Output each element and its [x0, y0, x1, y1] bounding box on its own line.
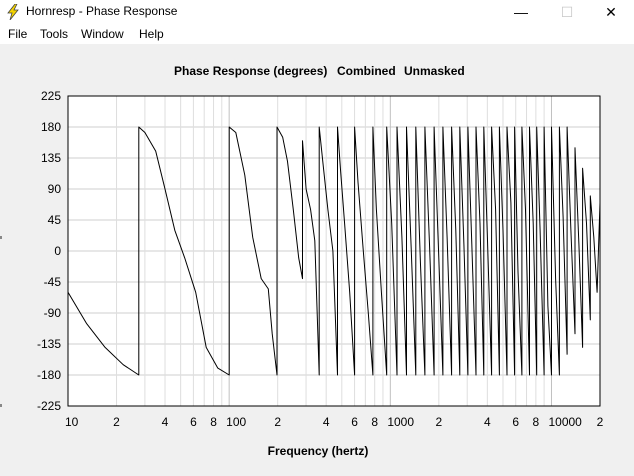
x-tick-label: 100 — [226, 415, 246, 429]
title-bar: Hornresp - Phase Response — ☐ ✕ — [0, 0, 634, 24]
x-tick-label: 10 — [65, 415, 79, 429]
menu-help[interactable]: Help — [139, 27, 164, 41]
maximize-button[interactable]: ☐ — [560, 4, 574, 20]
menu-bar: File Tools Window Help — [0, 24, 634, 44]
chart-title-mode: Combined — [337, 64, 396, 78]
menu-tools[interactable]: Tools — [40, 27, 69, 41]
chart-title: Phase Response (degrees) Combined Unmask… — [174, 64, 465, 78]
chart-title-mask: Unmasked — [404, 64, 465, 78]
x-tick-label: 6 — [190, 415, 197, 429]
x-axis-title: Frequency (hertz) — [268, 444, 369, 458]
y-tick-label: -180 — [37, 368, 61, 382]
x-tick-label: 2 — [597, 415, 604, 429]
x-tick-label: 4 — [484, 415, 491, 429]
chart-title-main: Phase Response (degrees) — [174, 64, 327, 78]
x-tick-label: 10000 — [548, 415, 582, 429]
menu-window[interactable]: Window — [81, 27, 124, 41]
y-tick-label: -135 — [37, 337, 61, 351]
x-tick-label: 4 — [323, 415, 330, 429]
edge-marker — [0, 236, 2, 239]
x-tick-label: 2 — [113, 415, 120, 429]
x-tick-label: 4 — [162, 415, 169, 429]
y-tick-label: 0 — [54, 244, 61, 258]
y-tick-label: 225 — [41, 89, 61, 103]
edge-marker — [0, 404, 2, 407]
y-tick-label: -225 — [37, 399, 61, 413]
curve-layer — [67, 126, 601, 376]
y-tick-label: 90 — [48, 182, 62, 196]
x-tick-label: 2 — [435, 415, 442, 429]
x-tick-label: 8 — [371, 415, 378, 429]
y-axis-labels: 225 180 135 90 45 0 -45 -90 -135 -180 -225 — [37, 89, 61, 413]
x-tick-label: 8 — [210, 415, 217, 429]
close-button[interactable]: ✕ — [605, 4, 617, 20]
phase-response-chart: Phase Response (degrees) Combined Unmask… — [37, 64, 604, 458]
x-tick-label: 2 — [274, 415, 281, 429]
x-tick-label: 6 — [512, 415, 519, 429]
y-tick-label: 45 — [48, 213, 62, 227]
minimize-button[interactable]: — — [514, 4, 528, 20]
lightning-bolt-icon — [7, 4, 19, 20]
phase-curve — [67, 126, 601, 376]
x-tick-label: 6 — [351, 415, 358, 429]
y-tick-label: -90 — [44, 306, 62, 320]
x-axis-labels: 10 2 4 6 8 100 2 4 6 8 1000 2 4 6 8 10000 2 — [65, 415, 604, 429]
menu-file[interactable]: File — [8, 27, 28, 41]
window-title: Hornresp - Phase Response — [26, 4, 178, 18]
y-tick-label: 180 — [41, 120, 61, 134]
x-tick-label: 8 — [533, 415, 540, 429]
x-tick-label: 1000 — [387, 415, 414, 429]
y-tick-label: 135 — [41, 151, 61, 165]
plot-border — [67, 95, 601, 407]
y-tick-label: -45 — [44, 275, 62, 289]
